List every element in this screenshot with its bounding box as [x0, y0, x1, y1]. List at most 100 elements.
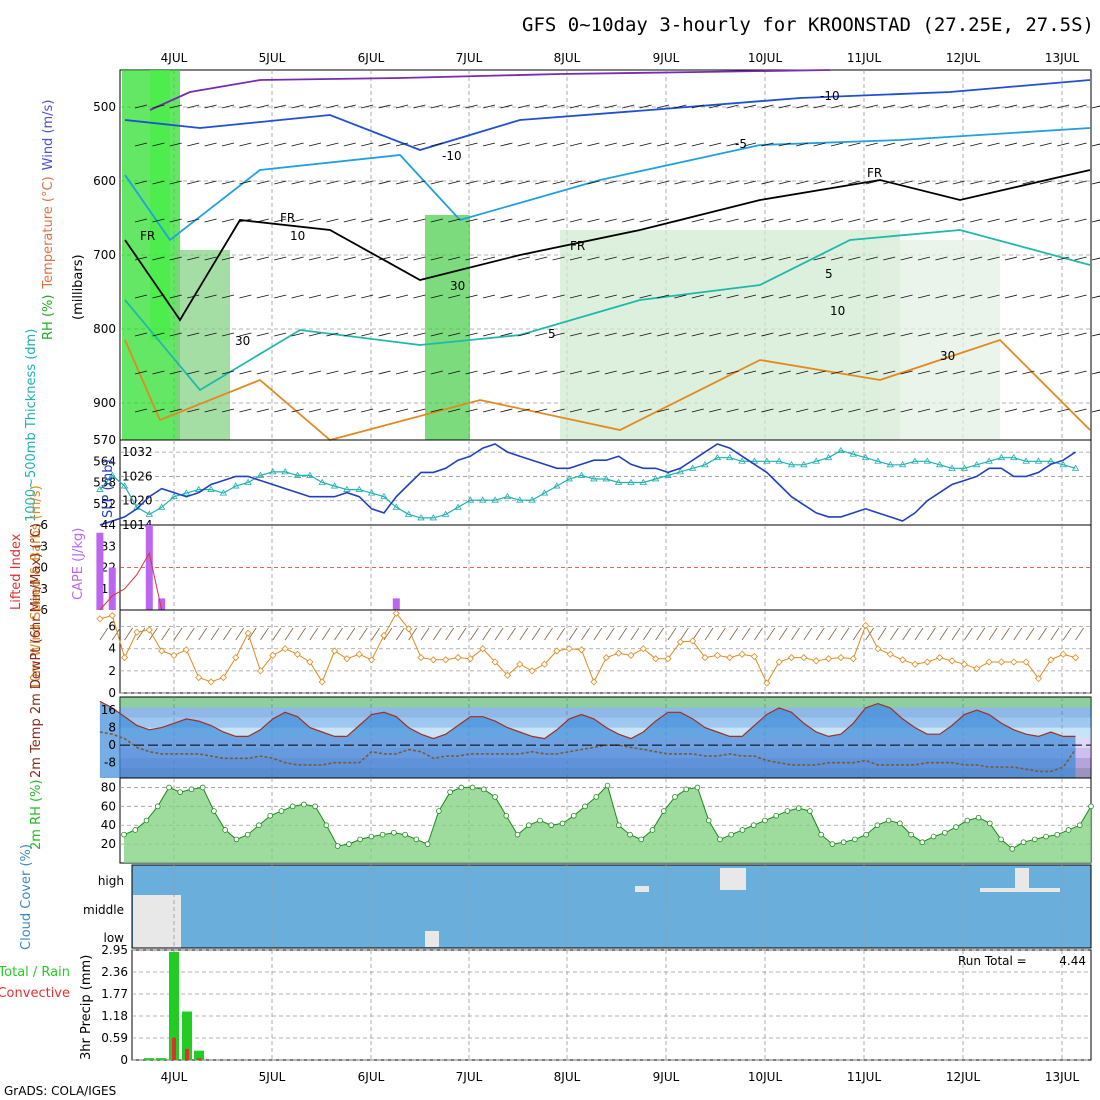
- wind-barb: [552, 104, 565, 109]
- surface-wind-barb: [457, 627, 467, 641]
- surface-wind-barb: [556, 627, 566, 641]
- rh-point: [334, 843, 341, 849]
- surface-wind-barb: [124, 627, 133, 641]
- wind-barb: [900, 256, 913, 261]
- cape-bar: [392, 598, 400, 610]
- rh-point: [458, 784, 465, 791]
- wind-barb: [361, 218, 374, 223]
- wind-barb: [308, 180, 322, 185]
- wind-barb: [343, 180, 356, 185]
- wind-barb: [361, 104, 374, 109]
- wind-barb: [204, 218, 217, 223]
- rh-tick: 60: [101, 799, 116, 813]
- rh-point: [525, 822, 532, 829]
- wind-barb: [500, 104, 513, 109]
- wind-barb: [970, 256, 983, 261]
- wind-barb: [448, 370, 461, 375]
- wind-barb: [291, 408, 304, 413]
- wind-barb: [917, 218, 931, 223]
- wind-ylabel: 10m Wind Speed & Barbs (m/s): [29, 485, 44, 690]
- rh-point: [773, 812, 779, 819]
- wind-barb: [152, 294, 165, 299]
- wind-barb: [900, 370, 913, 375]
- wind-speed-point: [355, 650, 363, 658]
- rh-point: [717, 836, 723, 843]
- temp-panel: 16 8 0 -8 2m Temp 2m DewPt (6hr Min/Max) (°C…: [29, 523, 1092, 779]
- wind-barb: [517, 408, 530, 413]
- wind-barb: [656, 142, 670, 147]
- wind-barb: [796, 370, 809, 375]
- wind-barb: [1039, 332, 1052, 337]
- wind-barb: [691, 180, 704, 185]
- thickness-point: [441, 510, 450, 517]
- rh-point: [987, 820, 993, 827]
- wind-speed-point: [911, 660, 919, 668]
- rh-point: [582, 803, 588, 810]
- wind-barb: [256, 104, 269, 109]
- upper-air-panel: 500 600 700 800 900 -10 -10 -5 5 5 10 FR FR FR FR 10 30 3…: [41, 69, 1100, 441]
- surface-wind-barb: [371, 627, 380, 641]
- day-label-bottom: 11JUL: [847, 1070, 882, 1084]
- wind-barb: [987, 294, 1000, 299]
- wind-barb: [1004, 408, 1018, 413]
- wind-barb: [1091, 409, 1100, 413]
- wind-barb: [604, 332, 617, 337]
- temp-tick: -8: [104, 756, 116, 770]
- wind-barb: [674, 104, 687, 109]
- rh-area: [124, 785, 1091, 863]
- wind-barb: [569, 408, 583, 413]
- wind-barb: [709, 142, 722, 147]
- wind-barb: [326, 180, 339, 185]
- thickness-point: [293, 471, 302, 478]
- temp-band: [120, 717, 1091, 728]
- thickness-point: [454, 503, 462, 510]
- wind-barb: [1091, 105, 1100, 109]
- surface-wind-barb: [704, 627, 714, 641]
- wind-barb: [482, 332, 496, 337]
- wind-barb: [952, 294, 965, 299]
- wind-barb: [709, 370, 722, 375]
- day-label-top: 12JUL: [946, 51, 981, 65]
- wind-barb: [848, 104, 861, 109]
- wind-barb: [1039, 218, 1052, 223]
- wind-speed-point: [380, 631, 388, 640]
- wind-speed-point: [590, 678, 598, 686]
- day-label-top: 9JUL: [653, 51, 680, 65]
- wind-barb: [917, 294, 931, 299]
- wind-barb: [952, 332, 965, 337]
- surface-wind-barb: [482, 627, 492, 641]
- rh-point: [1031, 836, 1038, 843]
- wind-speed-point: [1022, 658, 1030, 666]
- wind-barb: [500, 294, 513, 299]
- wind-barb: [952, 370, 965, 375]
- rh-point: [211, 808, 217, 814]
- li-tick: -3: [36, 539, 48, 553]
- wind-barb: [604, 408, 617, 413]
- wind-speed-point: [306, 658, 314, 666]
- rh-tick: 80: [101, 780, 116, 794]
- surface-wind-barb: [914, 627, 924, 641]
- wind-speed-point: [726, 654, 734, 662]
- wind-barb: [239, 104, 252, 109]
- cape-ylabel: CAPE (J/kg): [71, 528, 86, 600]
- wind-barb: [796, 332, 809, 337]
- rh-point: [852, 836, 858, 843]
- rh-point: [1043, 833, 1049, 840]
- wind-barb: [187, 408, 200, 413]
- rh-point: [143, 817, 150, 824]
- wind-barb: [639, 218, 652, 223]
- wind-barb: [656, 104, 670, 109]
- day-label-bottom: 6JUL: [358, 1070, 385, 1084]
- wind-barb: [569, 256, 583, 261]
- rh-point: [1065, 827, 1072, 833]
- wind-speed-point: [664, 655, 672, 663]
- thickness-point: [244, 478, 252, 485]
- wind-barb: [378, 332, 391, 337]
- wind-barb: [935, 256, 948, 261]
- surface-wind-barb: [791, 627, 800, 641]
- wind-barb: [343, 104, 356, 109]
- thickness-tick: 570: [93, 433, 116, 447]
- wind-barb: [987, 370, 1000, 375]
- wind-barb: [813, 104, 826, 109]
- wind-barb: [535, 408, 548, 413]
